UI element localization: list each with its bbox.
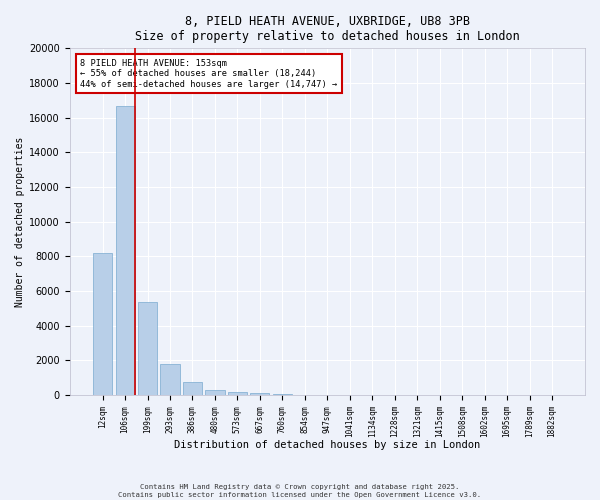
X-axis label: Distribution of detached houses by size in London: Distribution of detached houses by size …: [174, 440, 481, 450]
Bar: [116, 106, 134, 395]
Bar: [205, 390, 224, 395]
Bar: [228, 392, 247, 395]
Bar: [93, 253, 112, 395]
Y-axis label: Number of detached properties: Number of detached properties: [15, 136, 25, 307]
Text: Contains HM Land Registry data © Crown copyright and database right 2025.
Contai: Contains HM Land Registry data © Crown c…: [118, 484, 482, 498]
Bar: [183, 382, 202, 395]
Text: 8 PIELD HEATH AVENUE: 153sqm
← 55% of detached houses are smaller (18,244)
44% o: 8 PIELD HEATH AVENUE: 153sqm ← 55% of de…: [80, 58, 337, 88]
Bar: [138, 302, 157, 395]
Title: 8, PIELD HEATH AVENUE, UXBRIDGE, UB8 3PB
Size of property relative to detached h: 8, PIELD HEATH AVENUE, UXBRIDGE, UB8 3PB…: [135, 15, 520, 43]
Bar: [273, 394, 292, 395]
Bar: [160, 364, 179, 395]
Bar: [250, 393, 269, 395]
